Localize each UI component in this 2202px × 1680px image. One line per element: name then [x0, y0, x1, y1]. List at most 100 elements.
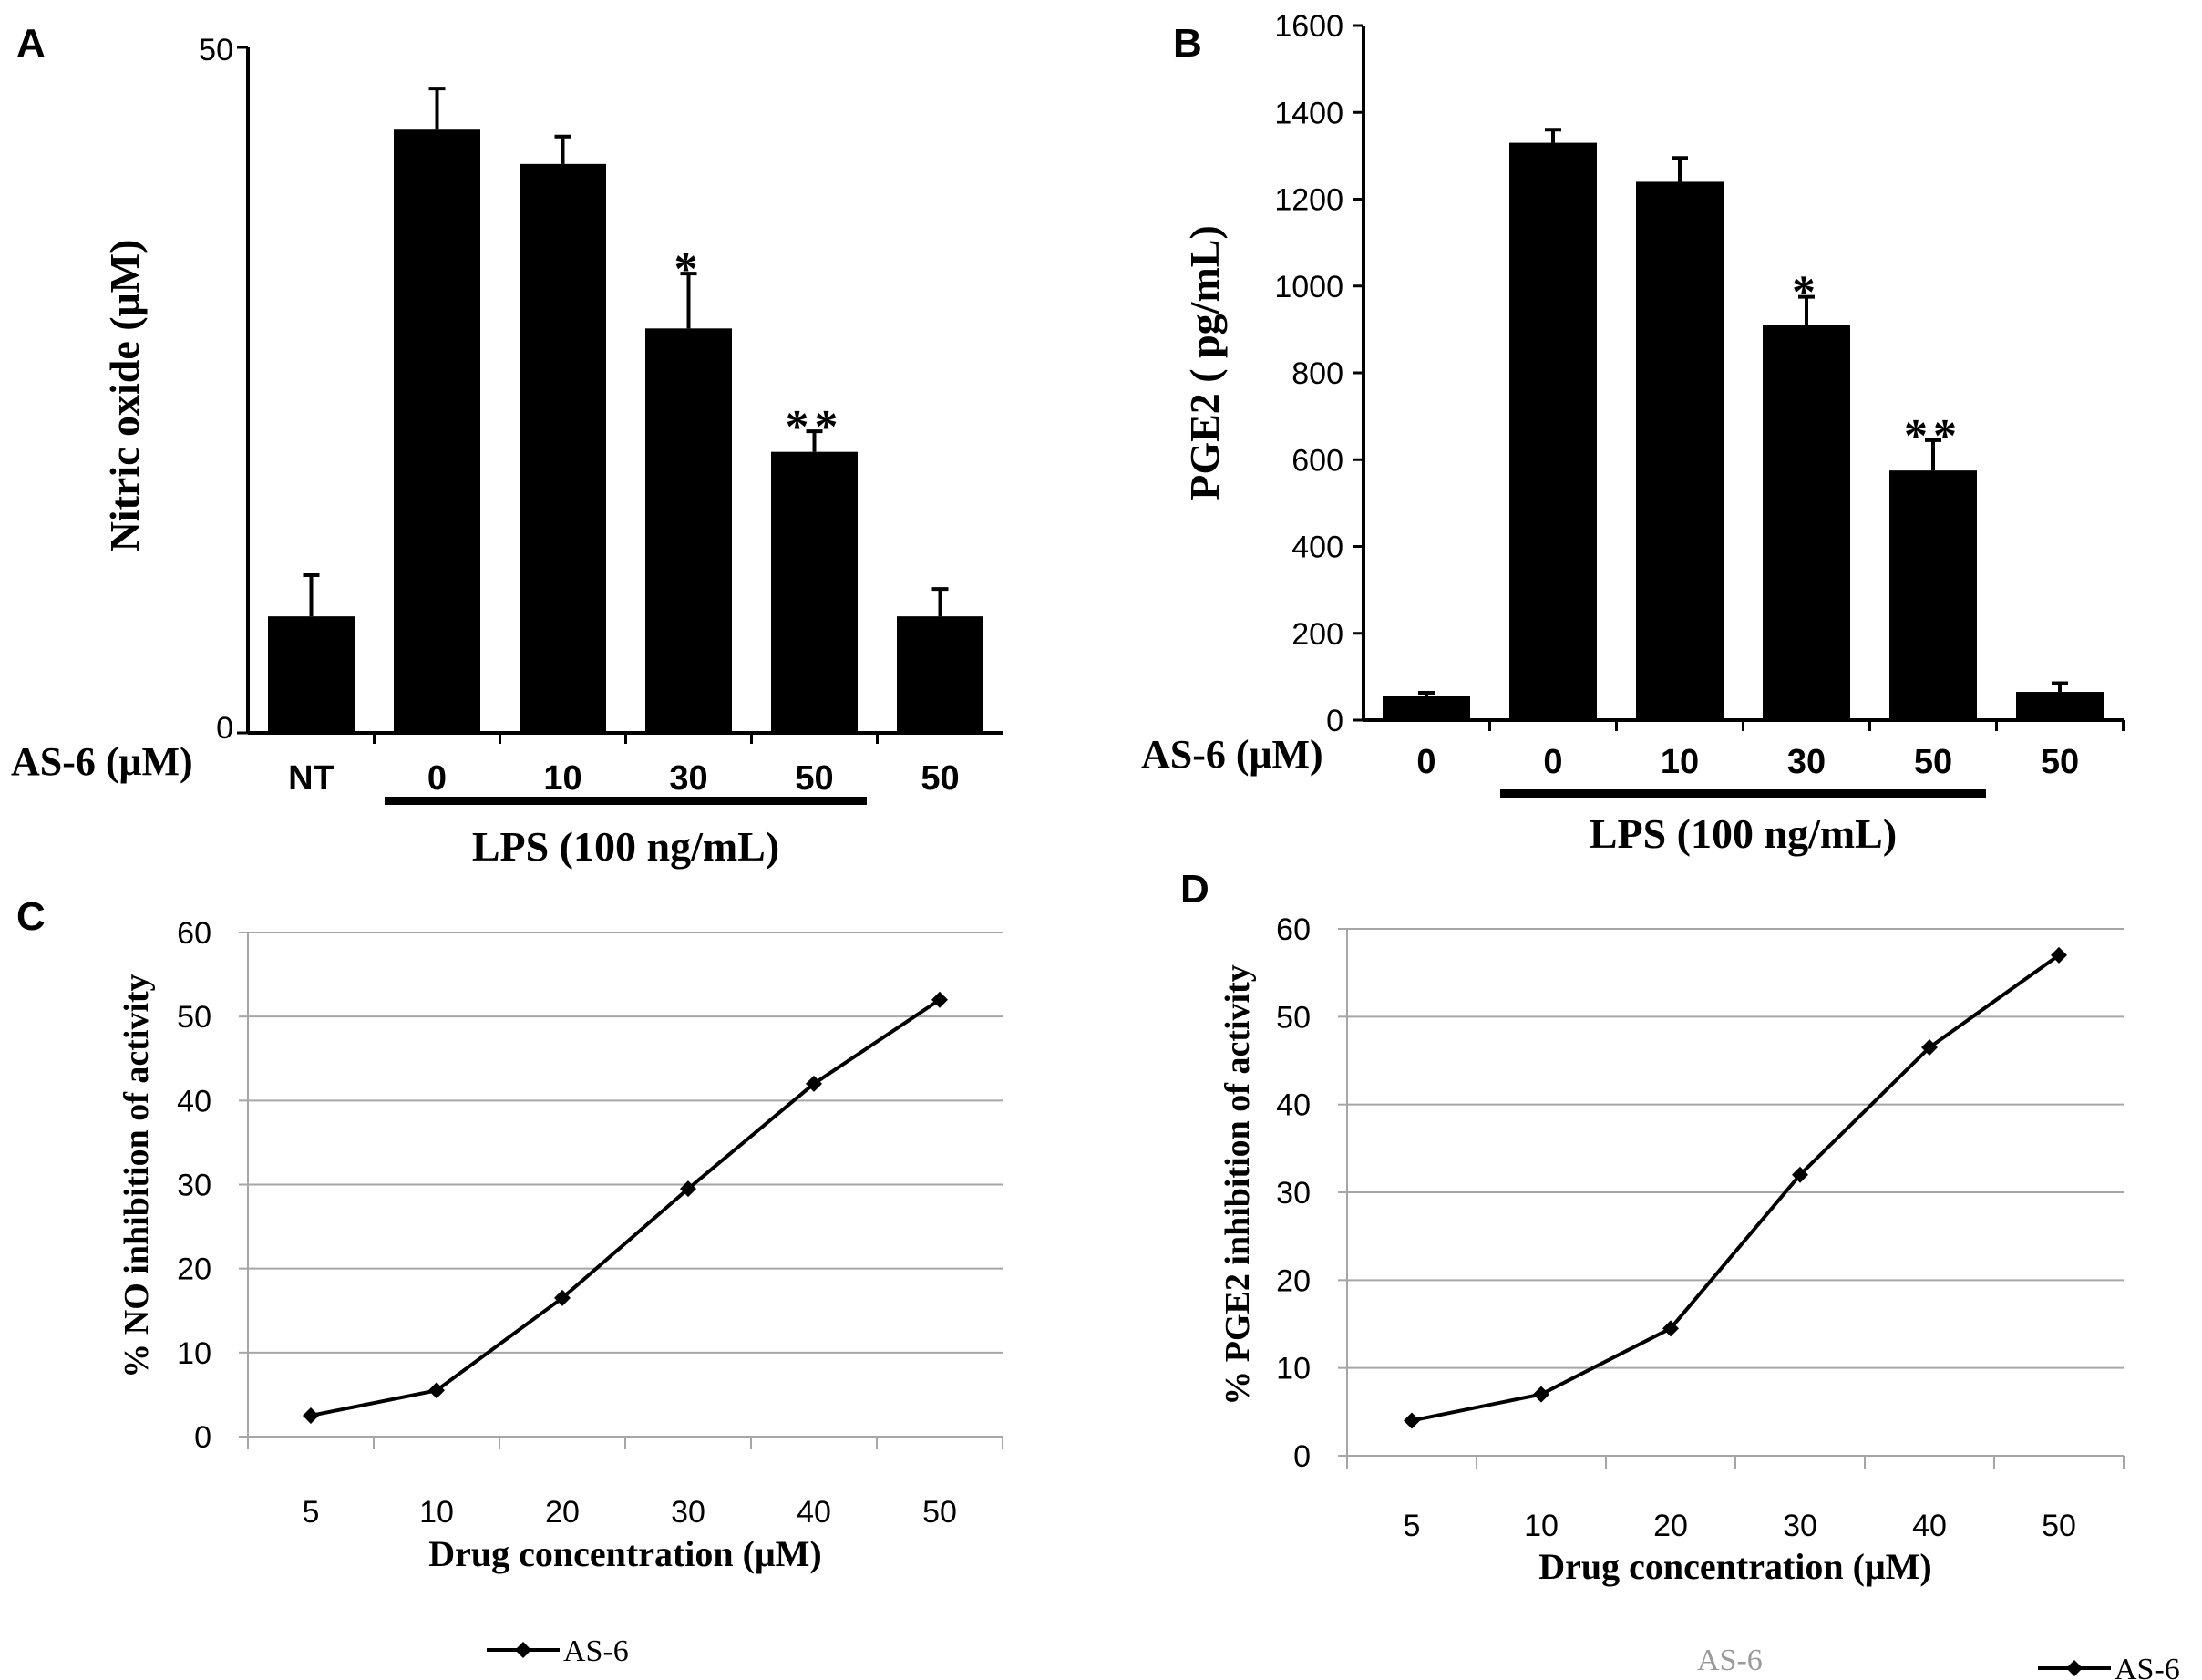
group-label: LPS (100 ng/mL)	[1590, 810, 1897, 857]
x-axis-prefix: AS-6 (μM)	[11, 739, 193, 784]
category-label: 0	[427, 759, 447, 798]
bar	[1763, 325, 1850, 720]
panel-label: B	[1173, 21, 1202, 66]
y-tick-label: 600	[1291, 443, 1343, 478]
category-label: 50	[921, 759, 959, 798]
y-tick-label: 0	[1293, 1439, 1311, 1474]
x-axis-label: Drug concentration (μM)	[1538, 1546, 1931, 1587]
legend: AS-6	[487, 1634, 629, 1668]
x-tick-label: 50	[922, 1495, 957, 1530]
bar	[1889, 470, 1977, 720]
y-tick-label: 50	[177, 1000, 211, 1035]
y-tick-label: 20	[1276, 1263, 1311, 1298]
category-label: 50	[1914, 743, 1952, 781]
x-tick-label: 40	[1912, 1509, 1947, 1543]
x-tick-label: 5	[303, 1495, 320, 1530]
data-point	[303, 1407, 319, 1424]
category-label: 30	[1787, 743, 1826, 781]
legend-marker	[2066, 1660, 2083, 1676]
x-tick-label: 30	[671, 1495, 705, 1530]
category-label: 10	[1661, 743, 1699, 781]
panel-label: C	[16, 894, 46, 939]
bar	[394, 129, 480, 734]
panel-c: C 0 10 20 30 40 50 60 5 10 20 30 40 50 Drug concentrat…	[16, 894, 1003, 1668]
y-axis-label: % NO inhibition of activity	[118, 974, 156, 1377]
data-point	[2051, 946, 2067, 964]
category-label: 30	[669, 759, 707, 798]
series-line	[310, 998, 942, 1417]
y-tick-label: 1400	[1274, 96, 1343, 130]
y-tick-label: 0	[1326, 704, 1343, 738]
legend: AS-6	[2038, 1653, 2180, 1680]
y-tick-label: 20	[177, 1252, 211, 1287]
panel-b: B 0 200 400 600 800 1000 1200 1400 1600 0 0 10 * 30 ** 5…	[1141, 9, 2125, 857]
bar	[897, 616, 983, 733]
bar	[1383, 696, 1470, 720]
data-point	[1662, 1320, 1679, 1337]
x-tick-label: 50	[2042, 1509, 2076, 1543]
category-label: 0	[1416, 743, 1435, 781]
y-tick-label: 50	[1276, 1000, 1311, 1035]
series-line	[1411, 953, 2061, 1423]
group-label: LPS (100 ng/mL)	[472, 823, 779, 870]
x-tick-label: 40	[797, 1495, 831, 1530]
y-axis-label: PGE2 ( pg/mL)	[1181, 225, 1228, 500]
category-label: NT	[288, 759, 334, 798]
data-point	[1533, 1386, 1549, 1403]
y-tick-label: 0	[216, 711, 233, 746]
y-tick-label: 800	[1291, 356, 1343, 391]
x-axis-prefix: AS-6 (μM)	[1141, 732, 1323, 777]
y-tick-label: 30	[177, 1169, 211, 1203]
faded-legend-label: AS-6	[1697, 1644, 1763, 1677]
x-tick-label: 10	[1524, 1509, 1559, 1543]
bar	[1509, 142, 1597, 720]
group-bracket	[385, 797, 867, 805]
legend-marker	[515, 1642, 531, 1658]
data-point	[680, 1180, 696, 1198]
legend-label: AS-6	[2115, 1653, 2180, 1680]
bar	[2016, 692, 2104, 720]
x-tick-label: 10	[419, 1495, 454, 1530]
y-tick-label: 30	[1276, 1176, 1311, 1211]
panel-a: A 0 50 NT 0 10 * 30 ** 50 50 AS-6 (μM) Nitric oxide …	[11, 21, 1003, 870]
data-point	[1792, 1166, 1808, 1183]
category-label: 10	[543, 759, 581, 798]
significance-marker: *	[674, 243, 704, 295]
panel-label: A	[16, 21, 46, 66]
y-tick-label: 200	[1291, 617, 1343, 652]
bar	[268, 616, 355, 733]
significance-marker: **	[786, 401, 844, 453]
y-axis-label: % PGE2 inhibition of activity	[1219, 964, 1257, 1405]
x-axis-label: Drug concentration (μM)	[428, 1533, 821, 1574]
legend-label: AS-6	[563, 1634, 629, 1668]
x-tick-label: 30	[1783, 1509, 1817, 1543]
bar	[1636, 181, 1724, 720]
x-tick-label: 20	[545, 1495, 580, 1530]
y-tick-label: 0	[194, 1420, 211, 1455]
y-tick-label: 1200	[1274, 183, 1343, 218]
bar	[771, 451, 858, 733]
data-point	[931, 991, 948, 1008]
group-bracket	[1500, 789, 1986, 798]
data-point	[1921, 1039, 1938, 1056]
y-tick-label: 1600	[1274, 9, 1343, 44]
data-point	[806, 1075, 822, 1092]
panel-label: D	[1180, 867, 1209, 912]
y-tick-label: 400	[1291, 531, 1343, 565]
data-point	[428, 1382, 445, 1399]
panel-d: D 0 10 20 30 40 50 60 5 10 20 30 40 50 Drug concentrat…	[1180, 867, 2180, 1680]
bar	[520, 163, 606, 734]
x-tick-label: 5	[1404, 1509, 1421, 1543]
y-tick-label: 50	[199, 33, 233, 67]
y-tick-label: 10	[1276, 1352, 1311, 1386]
category-label: 50	[2041, 743, 2079, 781]
y-tick-label: 60	[1276, 912, 1311, 947]
significance-marker: **	[1904, 410, 1962, 462]
x-tick-label: 20	[1653, 1509, 1688, 1543]
y-tick-label: 60	[177, 916, 211, 951]
significance-marker: *	[1792, 267, 1821, 319]
category-label: 50	[795, 759, 833, 798]
y-tick-label: 1000	[1274, 270, 1343, 304]
y-tick-label: 40	[177, 1084, 211, 1118]
